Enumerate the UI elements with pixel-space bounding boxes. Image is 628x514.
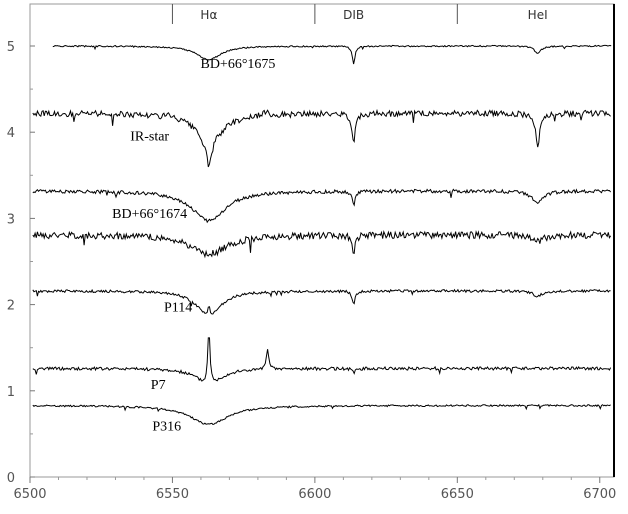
spectrum-line [32, 337, 612, 382]
x-tick-label: 6700 [583, 487, 616, 502]
series-label: P316 [152, 419, 181, 434]
x-tick-label: 6600 [298, 487, 331, 502]
y-tick-label: 3 [7, 212, 15, 227]
spectrum-line [32, 108, 611, 168]
x-tick-label: 6650 [441, 487, 474, 502]
y-axis: 0 1 2 3 4 5 [7, 40, 35, 486]
top-marker-label: DIB [343, 8, 364, 22]
spectra [32, 44, 612, 425]
x-axis: 6500 6550 6600 6650 6700 [13, 477, 616, 502]
spectrum-line [32, 288, 611, 315]
spectrum-line [32, 403, 611, 425]
series-labels: BD+66°1675 IR-star BD+66°1674 P114 P7 P316 [112, 57, 275, 434]
series-label: P7 [151, 378, 166, 393]
y-tick-label: 4 [7, 126, 15, 141]
x-tick-label: 6500 [13, 487, 46, 502]
series-label: P114 [164, 300, 192, 315]
series-label: BD+66°1674 [112, 207, 187, 222]
y-tick-label: 2 [7, 299, 15, 314]
spectrum-line [32, 229, 612, 259]
top-markers: Hα DIB HeI [171, 4, 548, 24]
x-tick-label: 6550 [156, 487, 189, 502]
series-label: BD+66°1675 [200, 57, 275, 72]
spectrum-line [52, 44, 612, 65]
top-marker-label: HeI [528, 8, 548, 22]
series-label: IR-star [130, 130, 169, 145]
y-tick-label: 1 [7, 385, 15, 400]
spectrum-line [32, 188, 611, 224]
y-tick-label: 5 [7, 40, 15, 55]
top-marker-label: Hα [200, 8, 217, 22]
y-tick-label: 0 [7, 471, 15, 486]
